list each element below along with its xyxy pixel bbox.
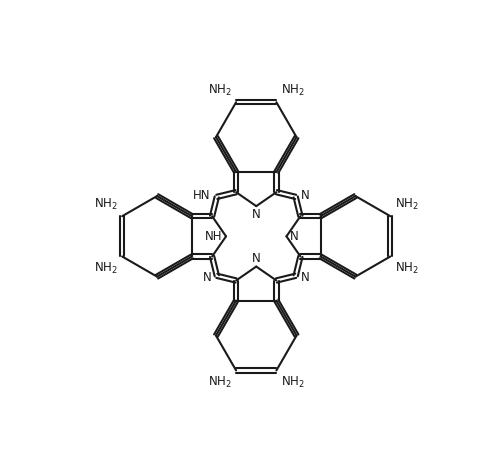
Text: N: N [252, 252, 260, 265]
Text: N: N [300, 271, 310, 284]
Text: NH$_2$: NH$_2$ [395, 261, 419, 276]
Text: NH: NH [205, 230, 222, 243]
Text: NH$_2$: NH$_2$ [208, 375, 232, 390]
Text: NH$_2$: NH$_2$ [94, 261, 118, 276]
Text: HN: HN [193, 189, 210, 202]
Text: N: N [290, 230, 299, 243]
Text: NH$_2$: NH$_2$ [208, 82, 232, 97]
Text: NH$_2$: NH$_2$ [395, 197, 419, 212]
Text: N: N [252, 208, 260, 220]
Text: NH$_2$: NH$_2$ [281, 375, 305, 390]
Text: NH$_2$: NH$_2$ [281, 82, 305, 97]
Text: NH$_2$: NH$_2$ [94, 197, 118, 212]
Text: N: N [300, 189, 310, 202]
Text: N: N [203, 271, 212, 284]
